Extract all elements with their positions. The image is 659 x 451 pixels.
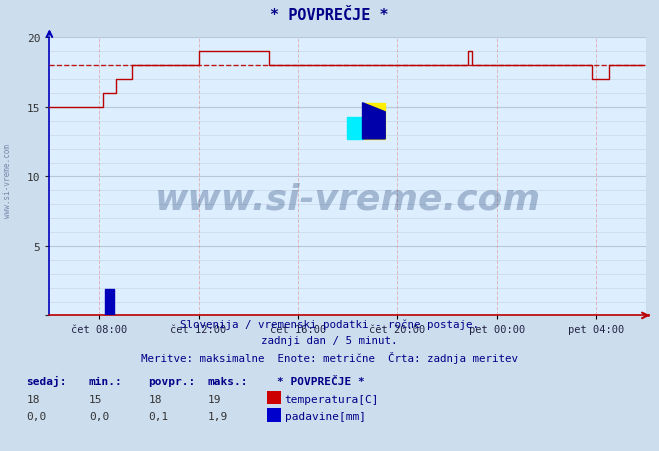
Text: padavine[mm]: padavine[mm] xyxy=(285,411,366,421)
Polygon shape xyxy=(362,104,386,139)
Text: 1,9: 1,9 xyxy=(208,411,228,421)
Text: 18: 18 xyxy=(148,394,161,404)
Text: www.si-vreme.com: www.si-vreme.com xyxy=(3,143,13,217)
Text: Slovenija / vremenski podatki - ročne postaje.: Slovenija / vremenski podatki - ročne po… xyxy=(180,318,479,329)
Bar xyxy=(347,118,362,139)
Bar xyxy=(362,104,386,139)
Text: 15: 15 xyxy=(89,394,102,404)
Text: maks.:: maks.: xyxy=(208,376,248,386)
Text: min.:: min.: xyxy=(89,376,123,386)
Text: www.si-vreme.com: www.si-vreme.com xyxy=(155,182,540,216)
Text: povpr.:: povpr.: xyxy=(148,376,196,386)
Text: 0,0: 0,0 xyxy=(26,411,47,421)
Text: Meritve: maksimalne  Enote: metrične  Črta: zadnja meritev: Meritve: maksimalne Enote: metrične Črta… xyxy=(141,351,518,363)
Text: 18: 18 xyxy=(26,394,40,404)
Text: 0,1: 0,1 xyxy=(148,411,169,421)
Text: 19: 19 xyxy=(208,394,221,404)
Text: * POVPREČJE *: * POVPREČJE * xyxy=(270,8,389,23)
Text: zadnji dan / 5 minut.: zadnji dan / 5 minut. xyxy=(261,336,398,345)
Text: sedaj:: sedaj: xyxy=(26,375,67,386)
Text: 0,0: 0,0 xyxy=(89,411,109,421)
Text: * POVPREČJE *: * POVPREČJE * xyxy=(277,376,364,386)
Text: temperatura[C]: temperatura[C] xyxy=(285,394,379,404)
